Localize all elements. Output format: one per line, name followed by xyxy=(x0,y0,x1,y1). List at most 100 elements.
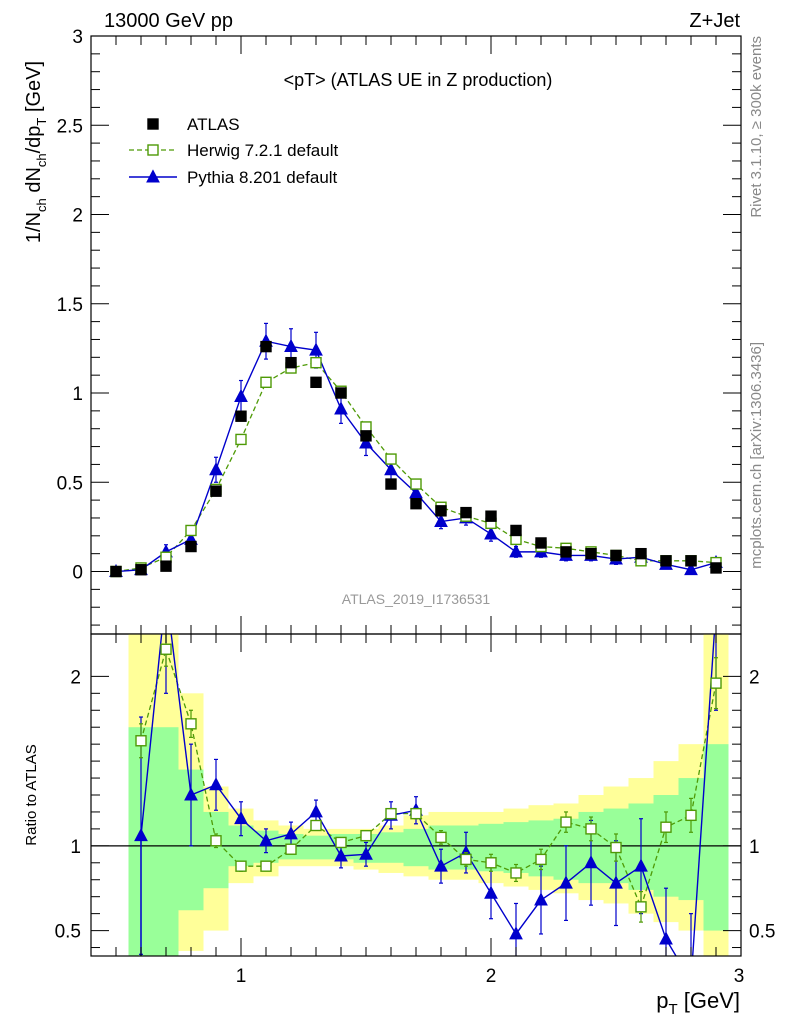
ratio-series-layer xyxy=(134,602,722,956)
pythia-point xyxy=(359,435,373,449)
atlas-point xyxy=(385,478,397,490)
pythia-point xyxy=(434,513,448,527)
pythia-point xyxy=(234,388,248,403)
herwig-ratio-point xyxy=(135,735,147,747)
atlas-point xyxy=(535,537,547,549)
x-label-part: p xyxy=(656,988,668,1013)
x-axis-label: pT [GeV] xyxy=(656,988,740,1018)
x-tick-label: 2 xyxy=(486,966,497,987)
x-tick-label: 1 xyxy=(236,966,247,987)
herwig-ratio-point xyxy=(360,829,372,842)
legend-herwig-marker xyxy=(147,144,159,156)
pythia-point xyxy=(484,526,498,540)
legend-entry-label: ATLAS xyxy=(187,115,240,134)
pythia-ratio-point xyxy=(634,858,648,872)
pythia-ratio-point xyxy=(534,892,548,906)
atlas-point xyxy=(510,524,522,537)
atlas-point xyxy=(135,564,147,576)
pythia-ratio-point xyxy=(359,846,373,860)
herwig-ratio-point xyxy=(585,823,597,835)
pythia-line xyxy=(115,340,717,573)
atlas-point xyxy=(485,510,497,522)
pythia-ratio-point xyxy=(209,777,223,791)
atlas-point xyxy=(610,549,622,562)
pythia-ratio-point xyxy=(184,787,198,801)
pythia-ratio-point xyxy=(710,602,722,614)
herwig-point xyxy=(235,433,247,446)
y-label-subscript: ch xyxy=(34,153,49,167)
legend: ATLAS Herwig 7.2.1 default Pythia 8.201 de… xyxy=(129,115,338,187)
herwig-ratio-point xyxy=(610,841,622,854)
pythia-point xyxy=(209,462,223,476)
atlas-point xyxy=(335,387,347,399)
pythia-point xyxy=(684,562,698,576)
y-tick-label: 1 xyxy=(72,384,83,405)
herwig-ratio-point xyxy=(485,857,497,869)
legend-entry-label: Herwig 7.2.1 default xyxy=(187,141,338,160)
x-label-part: [GeV] xyxy=(678,988,740,1013)
atlas-point xyxy=(660,555,672,567)
herwig-ratio-point xyxy=(460,853,472,866)
herwig-ratio-point xyxy=(235,860,247,872)
herwig-point xyxy=(260,376,272,389)
ratio-y-tick-label: 1 xyxy=(70,837,81,858)
ratio-panel: 0.5 0.5 1 1 2 2 1 2 3 Ratio to ATLAS pT [GeV] xyxy=(23,602,775,1018)
atlas-point xyxy=(360,430,372,442)
inner-band-bin xyxy=(678,778,704,901)
herwig-ratio-point xyxy=(660,821,672,833)
y-tick-label: 2.5 xyxy=(57,116,83,137)
ratio-y-tick-label: 2 xyxy=(70,667,81,688)
y-tick-label: 1.5 xyxy=(57,295,83,316)
ratio-y-tick-label: 0.5 xyxy=(55,922,81,943)
pythia-ratio-point xyxy=(234,811,248,825)
atlas-point xyxy=(710,562,722,574)
main-panel: 0 0.5 1 1.5 2 2.5 3 <pT> (ATLAS UE in Z produc… xyxy=(23,27,742,635)
herwig-ratio-point xyxy=(635,901,647,913)
pythia-ratio-point xyxy=(434,858,448,872)
y-label-part: dN xyxy=(23,167,45,198)
herwig-ratio-point xyxy=(710,677,722,689)
main-y-axis-label: 1/Nch dNch/dpT [GeV] xyxy=(23,61,49,243)
pythia-ratio-point xyxy=(484,885,498,899)
herwig-point xyxy=(410,478,422,490)
x-tick-label: 3 xyxy=(734,966,745,987)
atlas-point xyxy=(160,560,172,572)
legend-entry-label: Pythia 8.201 default xyxy=(187,168,338,187)
atlas-point xyxy=(435,505,447,517)
inner-band-bin xyxy=(378,832,404,863)
header-left-label: 13000 GeV pp xyxy=(104,10,233,32)
atlas-point xyxy=(585,547,597,560)
main-series-layer xyxy=(109,322,723,578)
herwig-ratio-point xyxy=(685,809,697,822)
atlas-point xyxy=(635,547,647,560)
y-label-part: [GeV] xyxy=(23,61,45,118)
pythia-ratio-point xyxy=(334,848,348,862)
inner-band-bin xyxy=(153,727,179,956)
atlas-point xyxy=(285,356,297,369)
y-tick-label: 2 xyxy=(72,206,83,227)
herwig-ratio-point xyxy=(310,819,322,832)
mcplots-label: mcplots.cern.ch [arXiv:1306.3436] xyxy=(748,342,765,569)
ratio-y-axis-label: Ratio to ATLAS xyxy=(23,744,40,845)
herwig-line xyxy=(115,361,717,573)
pythia-point xyxy=(384,462,398,476)
atlas-point xyxy=(310,376,322,389)
pythia-ratio-point xyxy=(259,833,273,847)
herwig-ratio-point xyxy=(210,835,222,847)
atlas-point xyxy=(110,565,122,578)
ratio-axis-ticks: 0.5 0.5 1 1 2 2 1 2 3 xyxy=(55,634,775,987)
y-label-subscript: ch xyxy=(34,198,49,212)
atlas-point xyxy=(235,410,247,422)
inner-band-bin xyxy=(703,744,729,931)
herwig-ratio-point xyxy=(160,643,172,655)
pythia-point xyxy=(309,342,323,356)
herwig-ratio-point xyxy=(385,807,397,820)
atlas-point xyxy=(460,506,472,519)
herwig-ratio-point xyxy=(510,867,522,879)
herwig-ratio-point xyxy=(535,853,547,866)
main-title-text: <pT> (ATLAS UE in Z production) xyxy=(284,70,553,90)
inner-band-bin xyxy=(403,828,429,867)
pythia-point xyxy=(284,338,298,353)
pythia-ratio-point xyxy=(309,804,323,818)
